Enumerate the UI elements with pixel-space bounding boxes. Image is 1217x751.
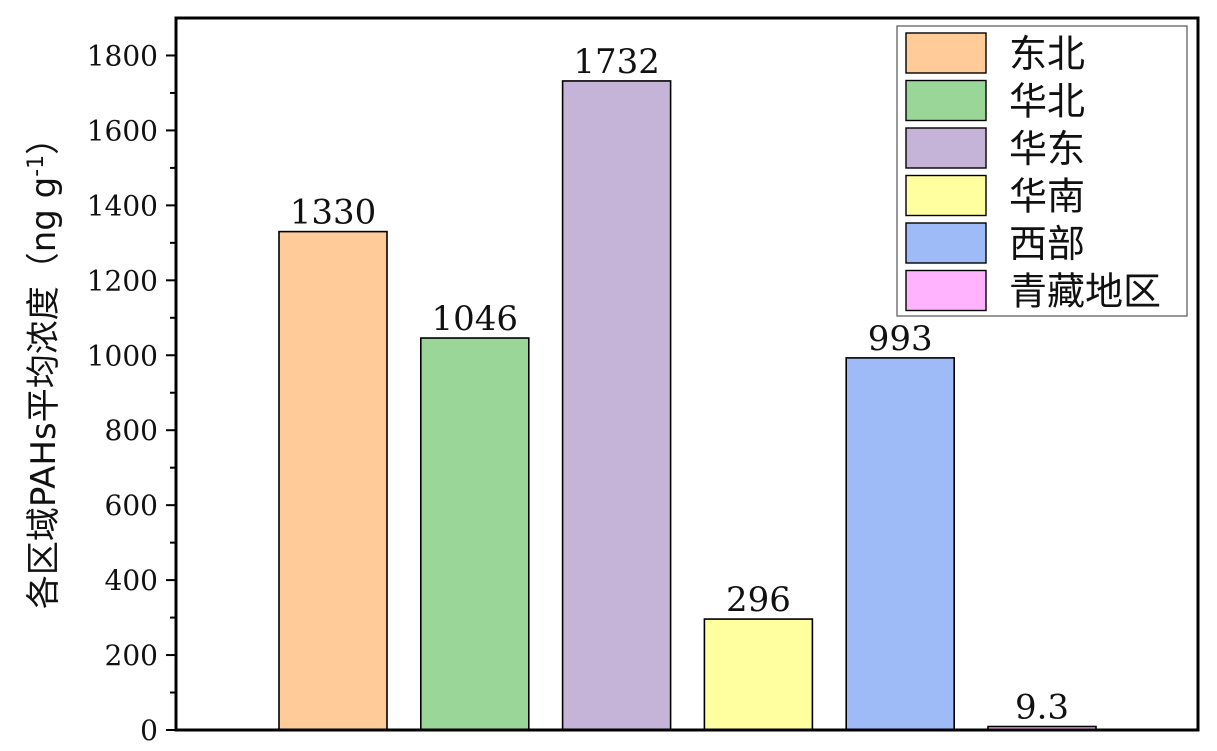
legend-swatch-1 [905, 32, 987, 74]
bar-value-labels: 1330 1046 1732 296 993 9.3 [290, 42, 1069, 728]
legend-label: 青藏地区 [1009, 270, 1161, 314]
bar-3 [561, 80, 672, 731]
legend-box [896, 25, 1188, 317]
bar-value-label: 1732 [573, 42, 660, 82]
plot-frame [174, 16, 1200, 732]
y-axis-label-close: ） [24, 121, 64, 155]
bar-value-label: 1046 [432, 299, 519, 339]
y-axis-label-superscript: -1 [24, 155, 49, 177]
y-tick-label: 600 [105, 489, 158, 522]
bar-value-label: 1330 [290, 193, 377, 233]
bar-value-label: 296 [726, 580, 791, 620]
y-axis-label-main: 各区域PAHs平均浓度（ng g [24, 177, 64, 609]
legend-swatch-4 [905, 174, 987, 217]
bar-2 [419, 337, 530, 731]
y-tick-label: 1000 [87, 339, 158, 372]
legend-swatch-3 [905, 127, 987, 169]
legend-label: 华北 [1009, 80, 1085, 124]
legend-label: 华东 [1009, 127, 1085, 171]
y-tick-label: 400 [105, 564, 158, 597]
legend-swatch-6 [905, 269, 987, 312]
bar-1 [278, 230, 388, 731]
bar-value-label: 993 [868, 319, 933, 359]
bar-value-label: 9.3 [1015, 688, 1069, 728]
legend-label: 西部 [1009, 222, 1085, 266]
y-axis-ticks: 0 200 400 600 800 1000 1200 1400 1600 1800 [87, 39, 176, 747]
bar-5 [845, 357, 956, 731]
bar-4 [703, 618, 814, 731]
y-tick-label: 0 [140, 714, 158, 746]
y-tick-label: 1800 [87, 39, 158, 72]
legend-label: 东北 [1009, 32, 1085, 76]
y-tick-label: 800 [105, 414, 158, 447]
y-tick-label: 1400 [87, 189, 158, 222]
y-tick-label: 1200 [87, 264, 158, 297]
svg-text:各区域PAHs平均浓度（ng g-1）: 各区域PAHs平均浓度（ng g-1） [24, 121, 64, 609]
y-tick-label: 1600 [87, 114, 158, 147]
y-axis-label: 各区域PAHs平均浓度（ng g-1） [24, 121, 64, 609]
legend-label: 华南 [1009, 175, 1085, 219]
legend-swatch-5 [905, 222, 987, 264]
legend-swatch-2 [905, 79, 987, 122]
y-tick-label: 200 [105, 639, 158, 672]
bars [278, 80, 1097, 731]
